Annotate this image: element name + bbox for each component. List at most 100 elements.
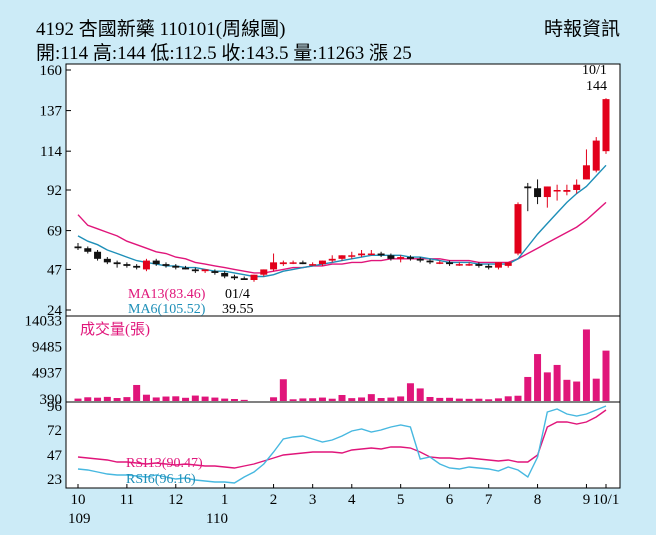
volume-bar bbox=[348, 398, 356, 401]
volume-title: 成交量(張) bbox=[80, 320, 150, 338]
candle-up bbox=[504, 262, 512, 266]
x-tick-label: 10 bbox=[71, 492, 86, 508]
volume-bar bbox=[524, 376, 532, 401]
candle-down bbox=[416, 258, 424, 261]
price-y-tick-label: 69 bbox=[47, 224, 62, 240]
ma13-legend: MA13(83.46) bbox=[128, 287, 206, 302]
candle-down bbox=[74, 246, 82, 249]
volume-bar bbox=[455, 398, 463, 401]
candle-up bbox=[455, 264, 463, 266]
candle-down bbox=[240, 278, 248, 280]
candle-up bbox=[328, 258, 336, 261]
volume-bar bbox=[133, 384, 141, 401]
chart-frame bbox=[65, 63, 621, 489]
volume-bar bbox=[582, 329, 590, 401]
volume-bar bbox=[270, 397, 278, 401]
price-y-tick-label: 92 bbox=[47, 183, 62, 199]
candle-up bbox=[602, 99, 610, 152]
candle-up bbox=[358, 253, 366, 256]
candle-down bbox=[133, 265, 141, 268]
candle-down bbox=[123, 264, 131, 266]
candle-down bbox=[387, 255, 395, 259]
candle-up bbox=[338, 255, 346, 259]
volume-bar bbox=[172, 396, 180, 401]
candle-up bbox=[494, 262, 502, 268]
volume-bar bbox=[387, 397, 395, 401]
rsi-panel: 96 72 47 23 bbox=[47, 399, 607, 488]
volume-bar bbox=[446, 397, 454, 401]
volume-bar bbox=[94, 397, 102, 401]
price-y-tick-label: 137 bbox=[40, 104, 63, 120]
candle-down bbox=[230, 276, 238, 279]
candle-down bbox=[103, 258, 111, 263]
price-y-tick-label: 24 bbox=[47, 303, 63, 319]
x-axis: 10 11 12 1 2 3 4 5 6 7 8 9 10/1 bbox=[71, 484, 620, 508]
candle-up bbox=[563, 190, 571, 192]
volume-bar bbox=[485, 399, 493, 401]
candle-down bbox=[152, 260, 160, 265]
volume-bar bbox=[465, 398, 473, 401]
candle-down bbox=[406, 257, 414, 259]
candle-up bbox=[397, 257, 405, 259]
price-y-tick-label: 160 bbox=[40, 63, 63, 79]
rsi-y-tick-label: 72 bbox=[47, 423, 62, 439]
volume-bar bbox=[299, 398, 307, 401]
rsi-y-tick-label: 23 bbox=[47, 472, 62, 488]
volume-bar bbox=[543, 372, 551, 401]
candle-down bbox=[446, 262, 454, 265]
candle-up bbox=[279, 262, 287, 265]
candle-up bbox=[289, 262, 297, 264]
candle-up bbox=[250, 274, 258, 280]
low-value-label: 39.55 bbox=[222, 302, 254, 317]
volume-bar bbox=[318, 397, 326, 401]
volume-bar bbox=[573, 381, 581, 401]
candle-up bbox=[592, 140, 600, 171]
candle-down bbox=[524, 186, 532, 189]
volume-bar bbox=[84, 397, 92, 401]
volume-bar bbox=[514, 395, 522, 401]
volume-bar bbox=[397, 396, 405, 401]
high-date-label: 10/1 bbox=[582, 63, 607, 78]
candle-down bbox=[475, 264, 483, 266]
candle-up bbox=[582, 165, 590, 180]
x-year-label-109: 109 bbox=[68, 511, 91, 527]
candle-up bbox=[318, 260, 326, 265]
candle-down bbox=[84, 248, 92, 252]
candle-down bbox=[485, 265, 493, 268]
candle-up bbox=[553, 190, 561, 192]
rsi6-line bbox=[77, 405, 607, 484]
volume-y-tick-label: 9485 bbox=[32, 340, 62, 356]
candle-down bbox=[299, 262, 307, 265]
candle-down bbox=[426, 260, 434, 263]
volume-bar bbox=[436, 397, 444, 401]
volume-bar bbox=[103, 396, 111, 401]
x-year-label-110: 110 bbox=[206, 511, 228, 527]
x-tick-label: 6 bbox=[446, 492, 454, 508]
quote-summary: 開:114 高:144 低:112.5 收:143.5 量:11263 漲 25 bbox=[36, 43, 412, 64]
volume-bar bbox=[279, 379, 287, 401]
volume-bar bbox=[338, 394, 346, 401]
candle-up bbox=[270, 262, 278, 270]
x-tick-label: 10/1 bbox=[593, 492, 620, 508]
volume-bar bbox=[416, 388, 424, 401]
candle-down bbox=[182, 267, 190, 270]
volume-bar bbox=[358, 397, 366, 401]
candle-down bbox=[113, 262, 121, 265]
volume-bar bbox=[406, 383, 414, 401]
high-value-label: 144 bbox=[586, 79, 607, 94]
volume-bar bbox=[504, 396, 512, 401]
volume-bar bbox=[152, 397, 160, 401]
x-tick-label: 8 bbox=[534, 492, 542, 508]
rsi13-line bbox=[77, 409, 607, 469]
volume-bar bbox=[309, 398, 317, 401]
price-y-tick-label: 47 bbox=[47, 262, 63, 278]
volume-bar bbox=[74, 398, 82, 401]
volume-bar bbox=[534, 354, 542, 401]
volume-bar bbox=[211, 397, 219, 401]
candle-up bbox=[367, 253, 375, 256]
x-tick-label: 4 bbox=[348, 492, 356, 508]
candle-down bbox=[211, 271, 219, 273]
candle-down bbox=[172, 265, 180, 268]
volume-bar bbox=[182, 397, 190, 401]
